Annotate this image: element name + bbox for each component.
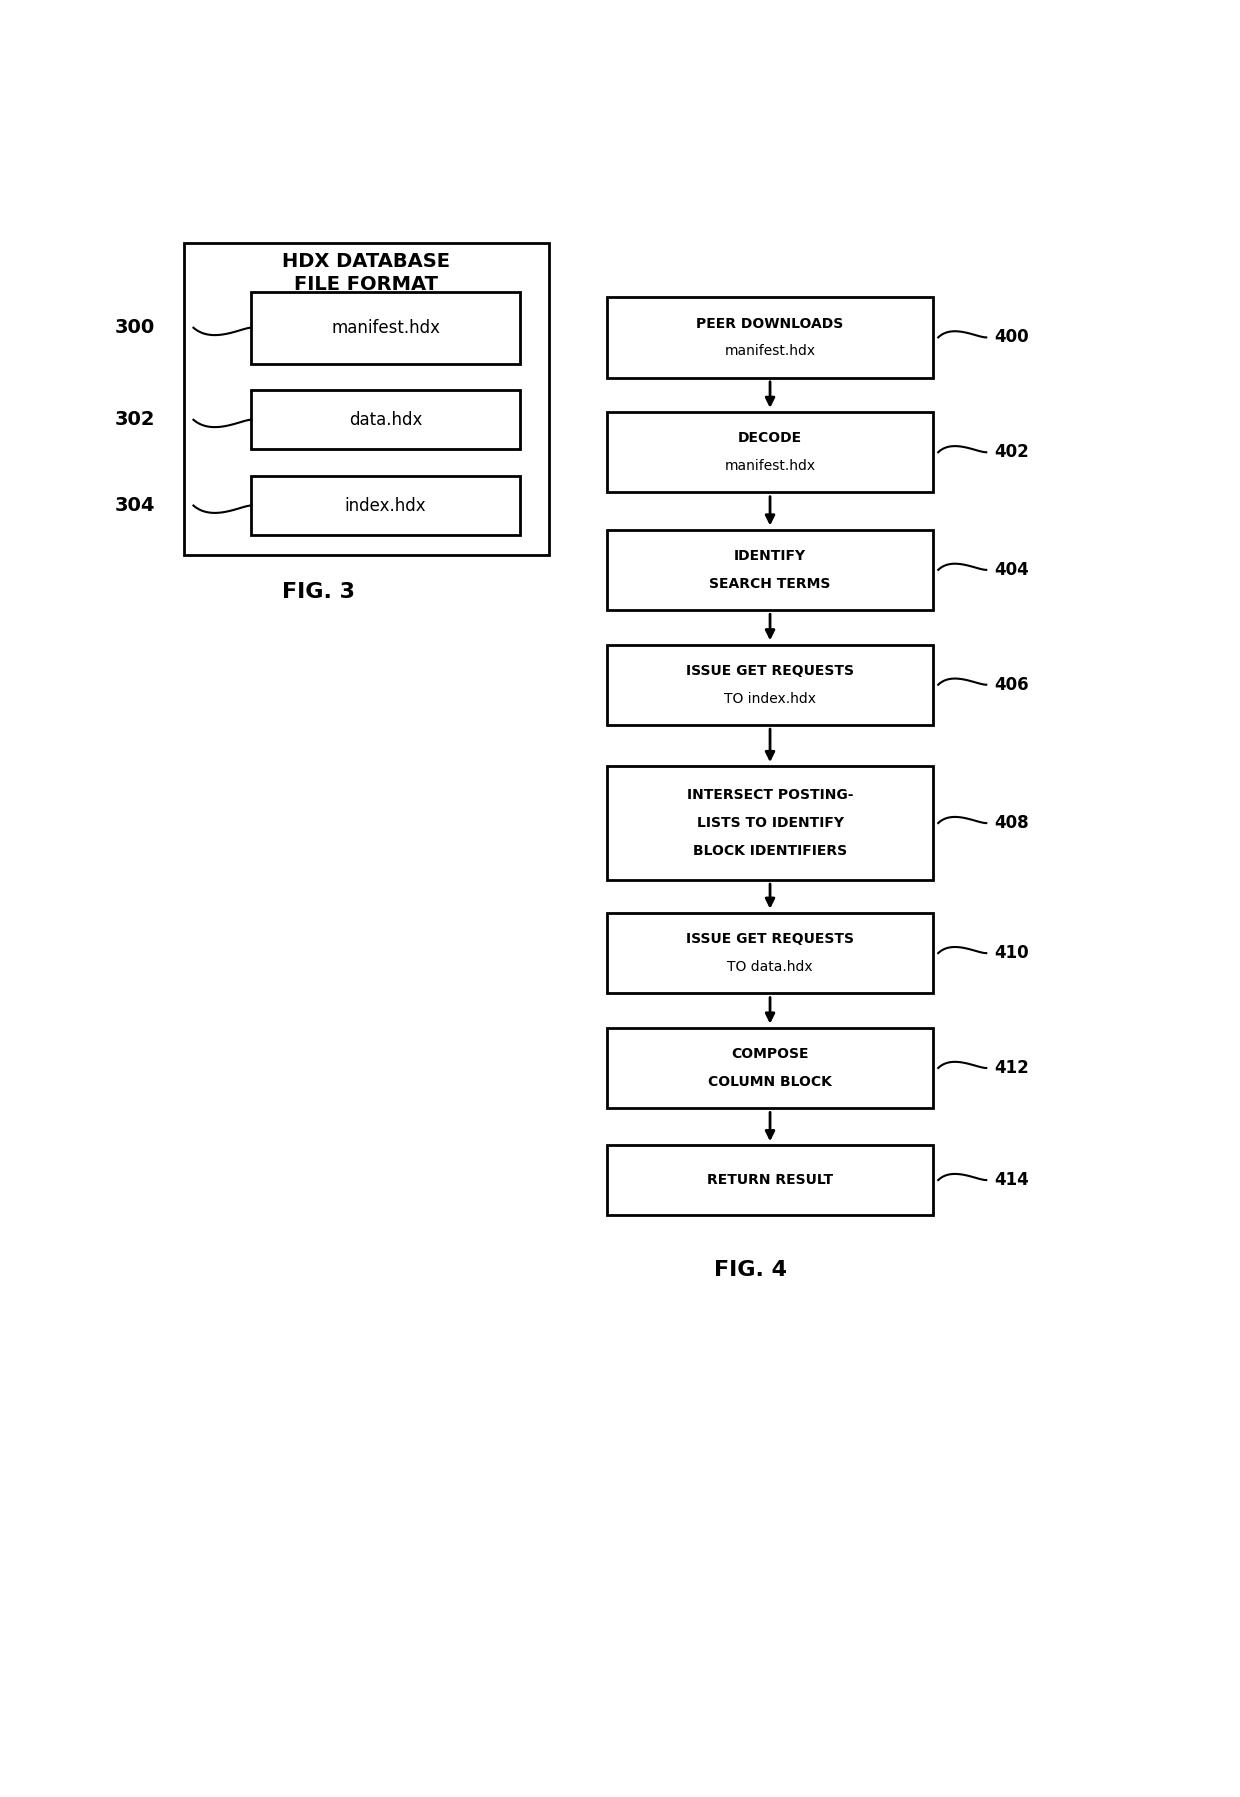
Bar bbox=[250, 390, 521, 449]
Text: DECODE: DECODE bbox=[738, 431, 802, 446]
Text: data.hdx: data.hdx bbox=[348, 412, 423, 429]
Text: manifest.hdx: manifest.hdx bbox=[724, 458, 816, 473]
Text: 410: 410 bbox=[994, 943, 1028, 961]
Text: BLOCK IDENTIFIERS: BLOCK IDENTIFIERS bbox=[693, 845, 847, 857]
Text: FIG. 4: FIG. 4 bbox=[714, 1260, 787, 1279]
Bar bbox=[250, 476, 521, 536]
Text: 402: 402 bbox=[994, 444, 1029, 462]
Text: INTERSECT POSTING-: INTERSECT POSTING- bbox=[687, 789, 853, 803]
Text: RETURN RESULT: RETURN RESULT bbox=[707, 1173, 833, 1188]
Bar bbox=[184, 243, 549, 555]
Text: COMPOSE: COMPOSE bbox=[732, 1048, 808, 1062]
Text: manifest.hdx: manifest.hdx bbox=[724, 345, 816, 358]
Text: 414: 414 bbox=[994, 1172, 1029, 1190]
Text: 412: 412 bbox=[994, 1058, 1029, 1076]
Text: 300: 300 bbox=[115, 318, 155, 338]
Text: ISSUE GET REQUESTS: ISSUE GET REQUESTS bbox=[686, 663, 854, 677]
Text: 408: 408 bbox=[994, 814, 1028, 832]
Bar bbox=[606, 412, 934, 492]
Bar bbox=[606, 913, 934, 994]
Text: manifest.hdx: manifest.hdx bbox=[331, 318, 440, 336]
Text: index.hdx: index.hdx bbox=[345, 496, 427, 514]
Text: COLUMN BLOCK: COLUMN BLOCK bbox=[708, 1075, 832, 1089]
Bar bbox=[250, 291, 521, 363]
Text: PEER DOWNLOADS: PEER DOWNLOADS bbox=[697, 316, 843, 331]
Bar bbox=[606, 645, 934, 724]
Text: 302: 302 bbox=[114, 410, 155, 429]
Bar bbox=[606, 297, 934, 377]
Bar bbox=[606, 766, 934, 881]
Text: SEARCH TERMS: SEARCH TERMS bbox=[709, 577, 831, 591]
Bar bbox=[606, 1028, 934, 1109]
Text: 406: 406 bbox=[994, 676, 1028, 694]
Text: HDX DATABASE
FILE FORMAT: HDX DATABASE FILE FORMAT bbox=[283, 252, 450, 295]
Text: FIG. 3: FIG. 3 bbox=[281, 582, 355, 602]
Bar bbox=[606, 1145, 934, 1215]
Text: 404: 404 bbox=[994, 561, 1029, 579]
Text: TO data.hdx: TO data.hdx bbox=[727, 960, 813, 974]
Text: TO index.hdx: TO index.hdx bbox=[724, 692, 816, 706]
Bar bbox=[606, 530, 934, 609]
Text: 304: 304 bbox=[114, 496, 155, 516]
Text: 400: 400 bbox=[994, 329, 1028, 347]
Text: IDENTIFY: IDENTIFY bbox=[734, 550, 806, 562]
Text: LISTS TO IDENTIFY: LISTS TO IDENTIFY bbox=[697, 816, 843, 830]
Text: ISSUE GET REQUESTS: ISSUE GET REQUESTS bbox=[686, 933, 854, 947]
